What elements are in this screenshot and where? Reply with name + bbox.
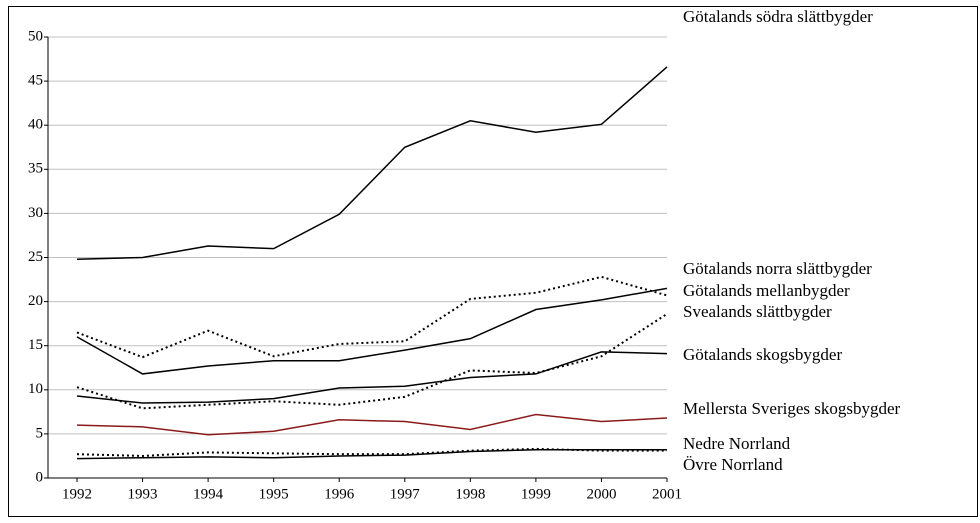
y-tick-label: 45 [28, 73, 43, 89]
series-label: Götalands norra slättbygder [683, 259, 872, 278]
x-tick-label: 1999 [521, 486, 551, 502]
x-tick-label: 1994 [193, 486, 224, 502]
y-tick-label: 0 [36, 469, 44, 485]
series-label: Svealands slättbygder [683, 302, 832, 321]
series-line [76, 351, 668, 404]
series-line [76, 66, 668, 261]
series-label: Götalands mellanbygder [683, 281, 850, 300]
series-label: Övre Norrland [683, 455, 783, 474]
y-tick-label: 15 [28, 337, 43, 353]
x-tick-label: 1996 [324, 486, 355, 502]
series-line [76, 449, 667, 460]
x-tick-label: 1997 [390, 486, 421, 502]
series-label: Nedre Norrland [683, 434, 791, 453]
series-line [76, 313, 668, 410]
y-tick-label: 10 [28, 381, 43, 397]
y-tick-label: 30 [28, 205, 43, 221]
series-label: Mellersta Sveriges skogsbygder [683, 399, 901, 418]
x-tick-label: 2001 [652, 486, 682, 502]
x-tick-label: 1998 [455, 486, 485, 502]
series-label: Götalands södra slättbygder [683, 7, 873, 26]
series-label: Götalands skogsbygder [683, 345, 842, 364]
y-tick-label: 25 [28, 249, 43, 265]
x-tick-label: 1995 [259, 486, 289, 502]
x-tick-label: 1993 [128, 486, 158, 502]
series-line [76, 275, 668, 359]
series-line [76, 413, 668, 436]
chart-frame [8, 6, 978, 517]
y-tick-label: 40 [28, 117, 43, 133]
series-line [76, 287, 668, 375]
y-tick-label: 5 [36, 425, 44, 441]
x-tick-label: 1992 [62, 486, 92, 502]
y-tick-label: 35 [28, 161, 43, 177]
x-tick-label: 2000 [586, 486, 616, 502]
y-tick-label: 50 [28, 28, 43, 44]
y-tick-label: 20 [28, 293, 43, 309]
